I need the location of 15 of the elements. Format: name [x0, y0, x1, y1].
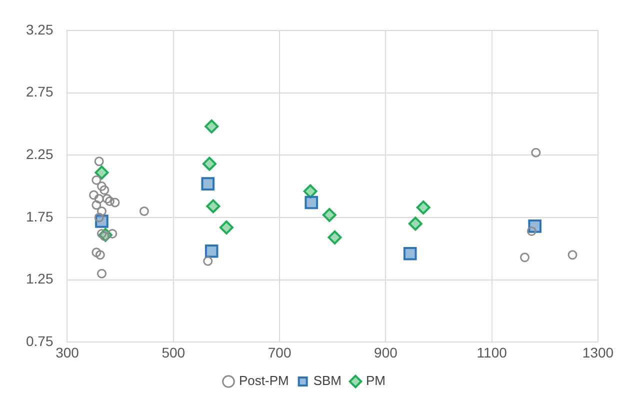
y-tick-label: 1.25 — [26, 270, 54, 287]
legend-label: PM — [366, 373, 386, 388]
legend-label: SBM — [313, 373, 342, 388]
x-tick-label: 1100 — [476, 344, 508, 360]
y-tick-label: 3.25 — [26, 21, 54, 38]
x-tick-label: 900 — [374, 344, 398, 360]
y-tick-label: 1.75 — [26, 208, 54, 224]
y-tick-label: 2.75 — [26, 84, 54, 100]
x-tick-label: 700 — [268, 344, 292, 360]
x-tick-label: 300 — [56, 344, 80, 360]
y-tick-label: 0.75 — [26, 333, 54, 350]
legend-label: Post-PM — [238, 373, 289, 388]
x-tick-label: 500 — [162, 344, 186, 360]
y-tick-label: 2.25 — [26, 146, 54, 162]
x-tick-label: 1300 — [582, 344, 614, 360]
